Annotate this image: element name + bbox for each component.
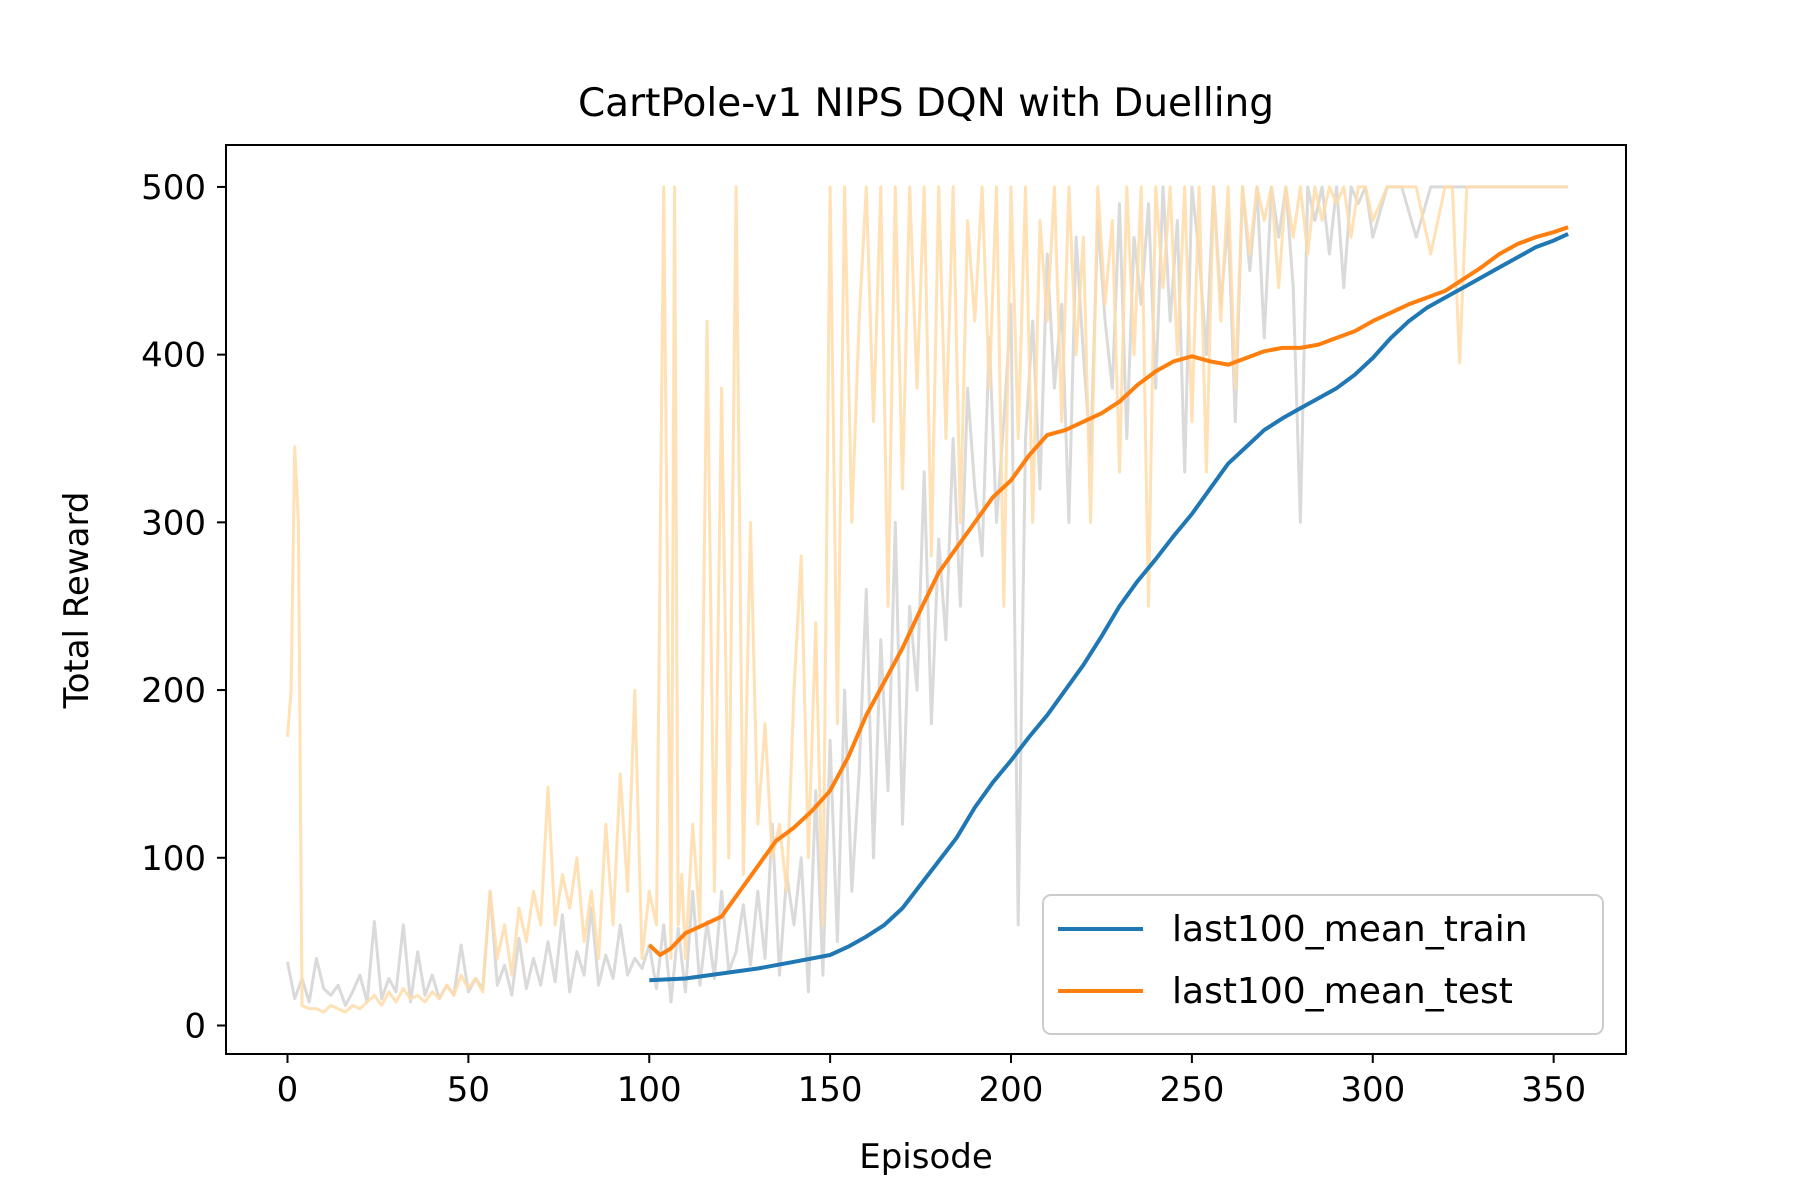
y-tick-label: 100 (141, 839, 206, 879)
y-tick-label: 300 (141, 503, 206, 543)
series-line-test-raw (286, 185, 1569, 1014)
x-tick-label: 250 (1159, 1070, 1224, 1110)
y-tick-label: 0 (184, 1006, 206, 1046)
x-axis-ticks: 0 50 100 150 200 250 300 350 (277, 1054, 1586, 1110)
plot-area (225, 144, 1627, 1055)
y-tick-label: 500 (141, 168, 206, 208)
x-tick-label: 100 (617, 1070, 682, 1110)
x-axis-label: Episode (859, 1137, 993, 1177)
legend-box (1042, 894, 1604, 1035)
legend-label-train: last100_mean_train (1172, 909, 1528, 950)
x-tick-label: 200 (979, 1070, 1044, 1110)
chart-title: CartPole-v1 NIPS DQN with Duelling (578, 81, 1274, 126)
x-tick-label: 300 (1340, 1070, 1405, 1110)
x-tick-label: 0 (277, 1070, 299, 1110)
legend: last100_mean_train last100_mean_test (1042, 894, 1604, 1035)
x-tick-label: 350 (1521, 1070, 1586, 1110)
y-tick-label: 400 (141, 336, 206, 376)
plot-frame (225, 144, 1627, 1055)
series-line-test-mean (647, 225, 1569, 957)
y-tick-label: 200 (141, 671, 206, 711)
legend-label-test: last100_mean_test (1172, 971, 1513, 1012)
series-line-train-mean (649, 232, 1569, 983)
y-axis-ticks: 0 100 200 300 400 500 (141, 168, 226, 1046)
x-tick-label: 50 (447, 1070, 490, 1110)
series-layer (286, 185, 1569, 1014)
y-axis-label: Total Reward (57, 492, 97, 710)
x-tick-label: 150 (798, 1070, 863, 1110)
